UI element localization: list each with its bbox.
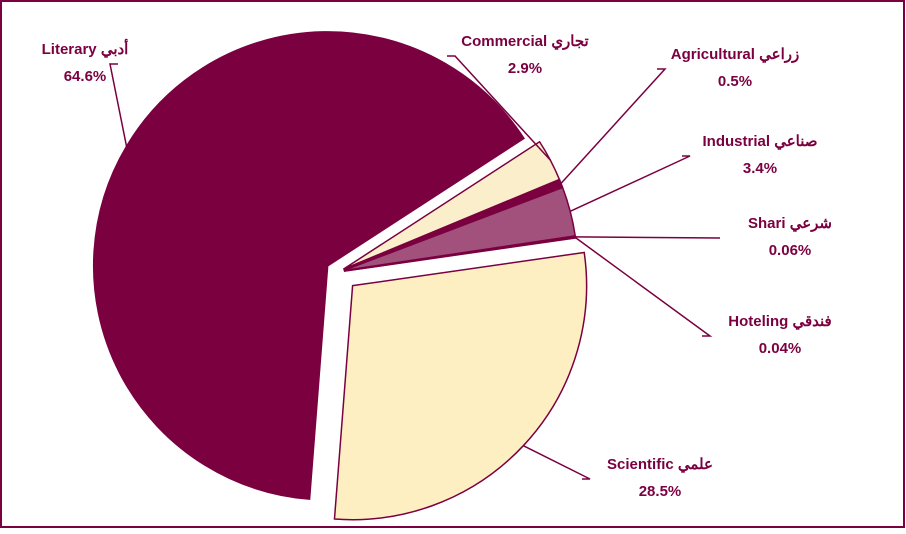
slice-label: Agricultural زراعي: [671, 46, 799, 64]
slice-value: 3.4%: [743, 160, 777, 177]
leader-line: [447, 55, 551, 161]
leader-line: [569, 155, 691, 213]
leader-line: [523, 445, 591, 480]
leader-line: [560, 68, 667, 184]
slice-value: 2.9%: [508, 60, 542, 77]
leader-line: [575, 236, 721, 239]
slice-value: 28.5%: [639, 483, 682, 500]
slice-value: 0.06%: [769, 242, 812, 259]
slice-label: Scientific علمي: [607, 456, 713, 474]
slice-label: Commercial تجاري: [461, 33, 588, 51]
slice-value: 64.6%: [64, 68, 107, 85]
pie-slice: [92, 31, 525, 500]
leader-line: [109, 63, 128, 147]
pie-slice: [333, 251, 588, 521]
slice-label: Industrial صناعي: [703, 133, 818, 151]
slice-value: 0.04%: [759, 340, 802, 357]
slice-label: Literary أدبي: [42, 38, 129, 59]
slice-value: 0.5%: [718, 73, 752, 90]
slice-label: Hoteling فندقي: [728, 313, 831, 331]
slice-label: Shari شرعي: [748, 215, 832, 233]
leader-line: [575, 237, 713, 337]
